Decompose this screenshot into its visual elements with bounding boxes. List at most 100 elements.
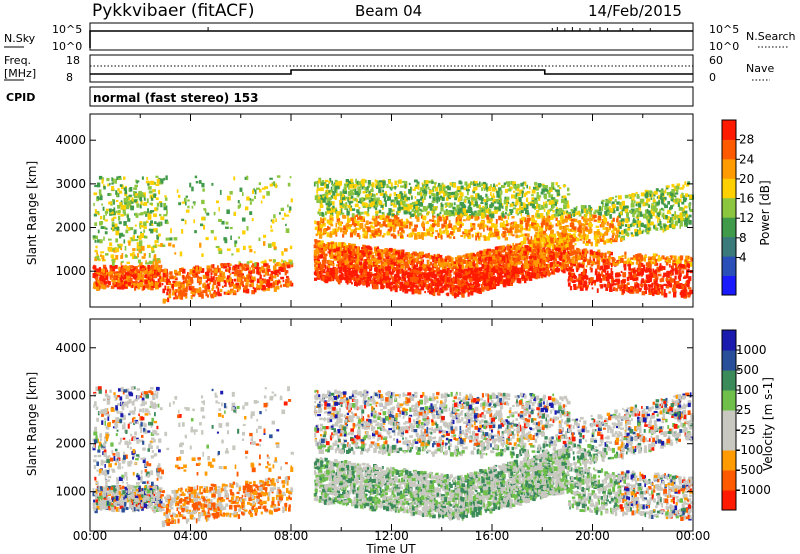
- heatmap-cell: [565, 263, 570, 268]
- heatmap-cell: [147, 183, 150, 186]
- heatmap-cell: [225, 269, 228, 272]
- heatmap-cell: [315, 267, 319, 272]
- heatmap-cell: [130, 200, 133, 204]
- heatmap-cell: [284, 212, 286, 217]
- heatmap-cell: [449, 210, 452, 213]
- heatmap-cell: [197, 266, 201, 272]
- heatmap-cell: [164, 197, 168, 201]
- heatmap-cell: [192, 274, 197, 278]
- heatmap-cell: [561, 255, 564, 260]
- heatmap-cell: [115, 210, 118, 214]
- heatmap-cell: [537, 239, 542, 244]
- heatmap-cell: [96, 251, 98, 255]
- heatmap-cell: [129, 237, 132, 240]
- heatmap-cell: [558, 238, 562, 243]
- heatmap-cell: [349, 278, 352, 283]
- heatmap-cell: [427, 264, 431, 269]
- heatmap-cell: [332, 183, 336, 187]
- heatmap-cell: [253, 251, 256, 254]
- heatmap-cell: [412, 282, 415, 286]
- heatmap-cell: [519, 260, 523, 264]
- heatmap-cell: [402, 275, 405, 279]
- heatmap-cell: [396, 265, 399, 270]
- heatmap-cell: [177, 293, 182, 298]
- heatmap-cell: [434, 181, 437, 185]
- heatmap-cell: [409, 203, 413, 206]
- heatmap-cell: [356, 249, 360, 254]
- heatmap-cell: [370, 192, 372, 196]
- heatmap-cell: [354, 246, 357, 249]
- heatmap-cell: [533, 221, 537, 227]
- heatmap-cell: [242, 192, 244, 196]
- heatmap-cell: [248, 245, 252, 249]
- heatmap-cell: [249, 283, 254, 288]
- heatmap-cell: [442, 280, 445, 284]
- heatmap-cell: [157, 260, 161, 264]
- heatmap-cell: [126, 265, 131, 271]
- heatmap-cell: [150, 180, 155, 185]
- heatmap-cell: [372, 284, 375, 290]
- heatmap-cell: [554, 268, 558, 272]
- heatmap-cell: [328, 250, 333, 255]
- heatmap-cell: [143, 221, 147, 227]
- freq-tick-bottom: 8: [66, 71, 73, 84]
- heatmap-cell: [555, 252, 559, 257]
- heatmap-cell: [536, 245, 541, 251]
- radar-title: Pykkvibaer (fitACF): [92, 1, 254, 21]
- heatmap-cell: [171, 287, 175, 291]
- freq-label: Freq.: [4, 54, 31, 67]
- heatmap-cell: [418, 266, 423, 271]
- heatmap-cell: [165, 272, 168, 276]
- heatmap-cell: [444, 284, 448, 287]
- heatmap-cell: [139, 221, 143, 224]
- heatmap-cell: [114, 178, 117, 184]
- heatmap-cell: [324, 278, 329, 284]
- heatmap-cell: [556, 270, 560, 273]
- heatmap-cell: [152, 275, 157, 279]
- heatmap-cell: [450, 285, 453, 290]
- heatmap-cell: [151, 250, 155, 253]
- heatmap-cell: [474, 289, 477, 293]
- heatmap-cell: [447, 278, 450, 282]
- heatmap-cell: [399, 235, 404, 238]
- heatmap-cell: [446, 233, 450, 238]
- heatmap-cell: [326, 219, 330, 224]
- heatmap-cell: [436, 213, 439, 219]
- heatmap-cell: [314, 264, 316, 267]
- heatmap-cell: [473, 258, 478, 261]
- heatmap-cell: [120, 261, 123, 266]
- heatmap-cell: [314, 195, 319, 201]
- heatmap-cell: [388, 261, 391, 266]
- heatmap-cell: [497, 276, 500, 282]
- heatmap-cell: [212, 264, 215, 269]
- heatmap-cell: [508, 264, 513, 270]
- heatmap-cell: [268, 277, 271, 280]
- heatmap-cell: [173, 276, 177, 279]
- heatmap-cell: [109, 208, 112, 212]
- heatmap-cell: [352, 189, 355, 192]
- heatmap-cell: [156, 265, 159, 270]
- heatmap-cell: [524, 217, 527, 223]
- heatmap-cell: [288, 209, 291, 213]
- heatmap-cell: [560, 243, 563, 246]
- heatmap-cell: [171, 292, 175, 296]
- heatmap-cell: [268, 259, 272, 262]
- heatmap-cell: [153, 265, 157, 270]
- heatmap-cell: [243, 245, 246, 250]
- heatmap-cell: [204, 289, 208, 293]
- heatmap-cell: [243, 288, 246, 292]
- heatmap-cell: [525, 209, 529, 215]
- heatmap-cell: [250, 265, 253, 268]
- heatmap-cell: [385, 250, 389, 255]
- heatmap-cell: [194, 175, 198, 179]
- heatmap-cell: [354, 188, 357, 193]
- heatmap-cell: [510, 248, 513, 251]
- heatmap-cell: [149, 210, 153, 214]
- heatmap-cell: [565, 243, 569, 248]
- heatmap-cell: [462, 219, 466, 222]
- heatmap-cell: [249, 275, 253, 281]
- heatmap-cell: [233, 176, 236, 181]
- heatmap-cell: [540, 245, 542, 249]
- heatmap-cell: [499, 253, 503, 257]
- heatmap-cell: [464, 268, 468, 271]
